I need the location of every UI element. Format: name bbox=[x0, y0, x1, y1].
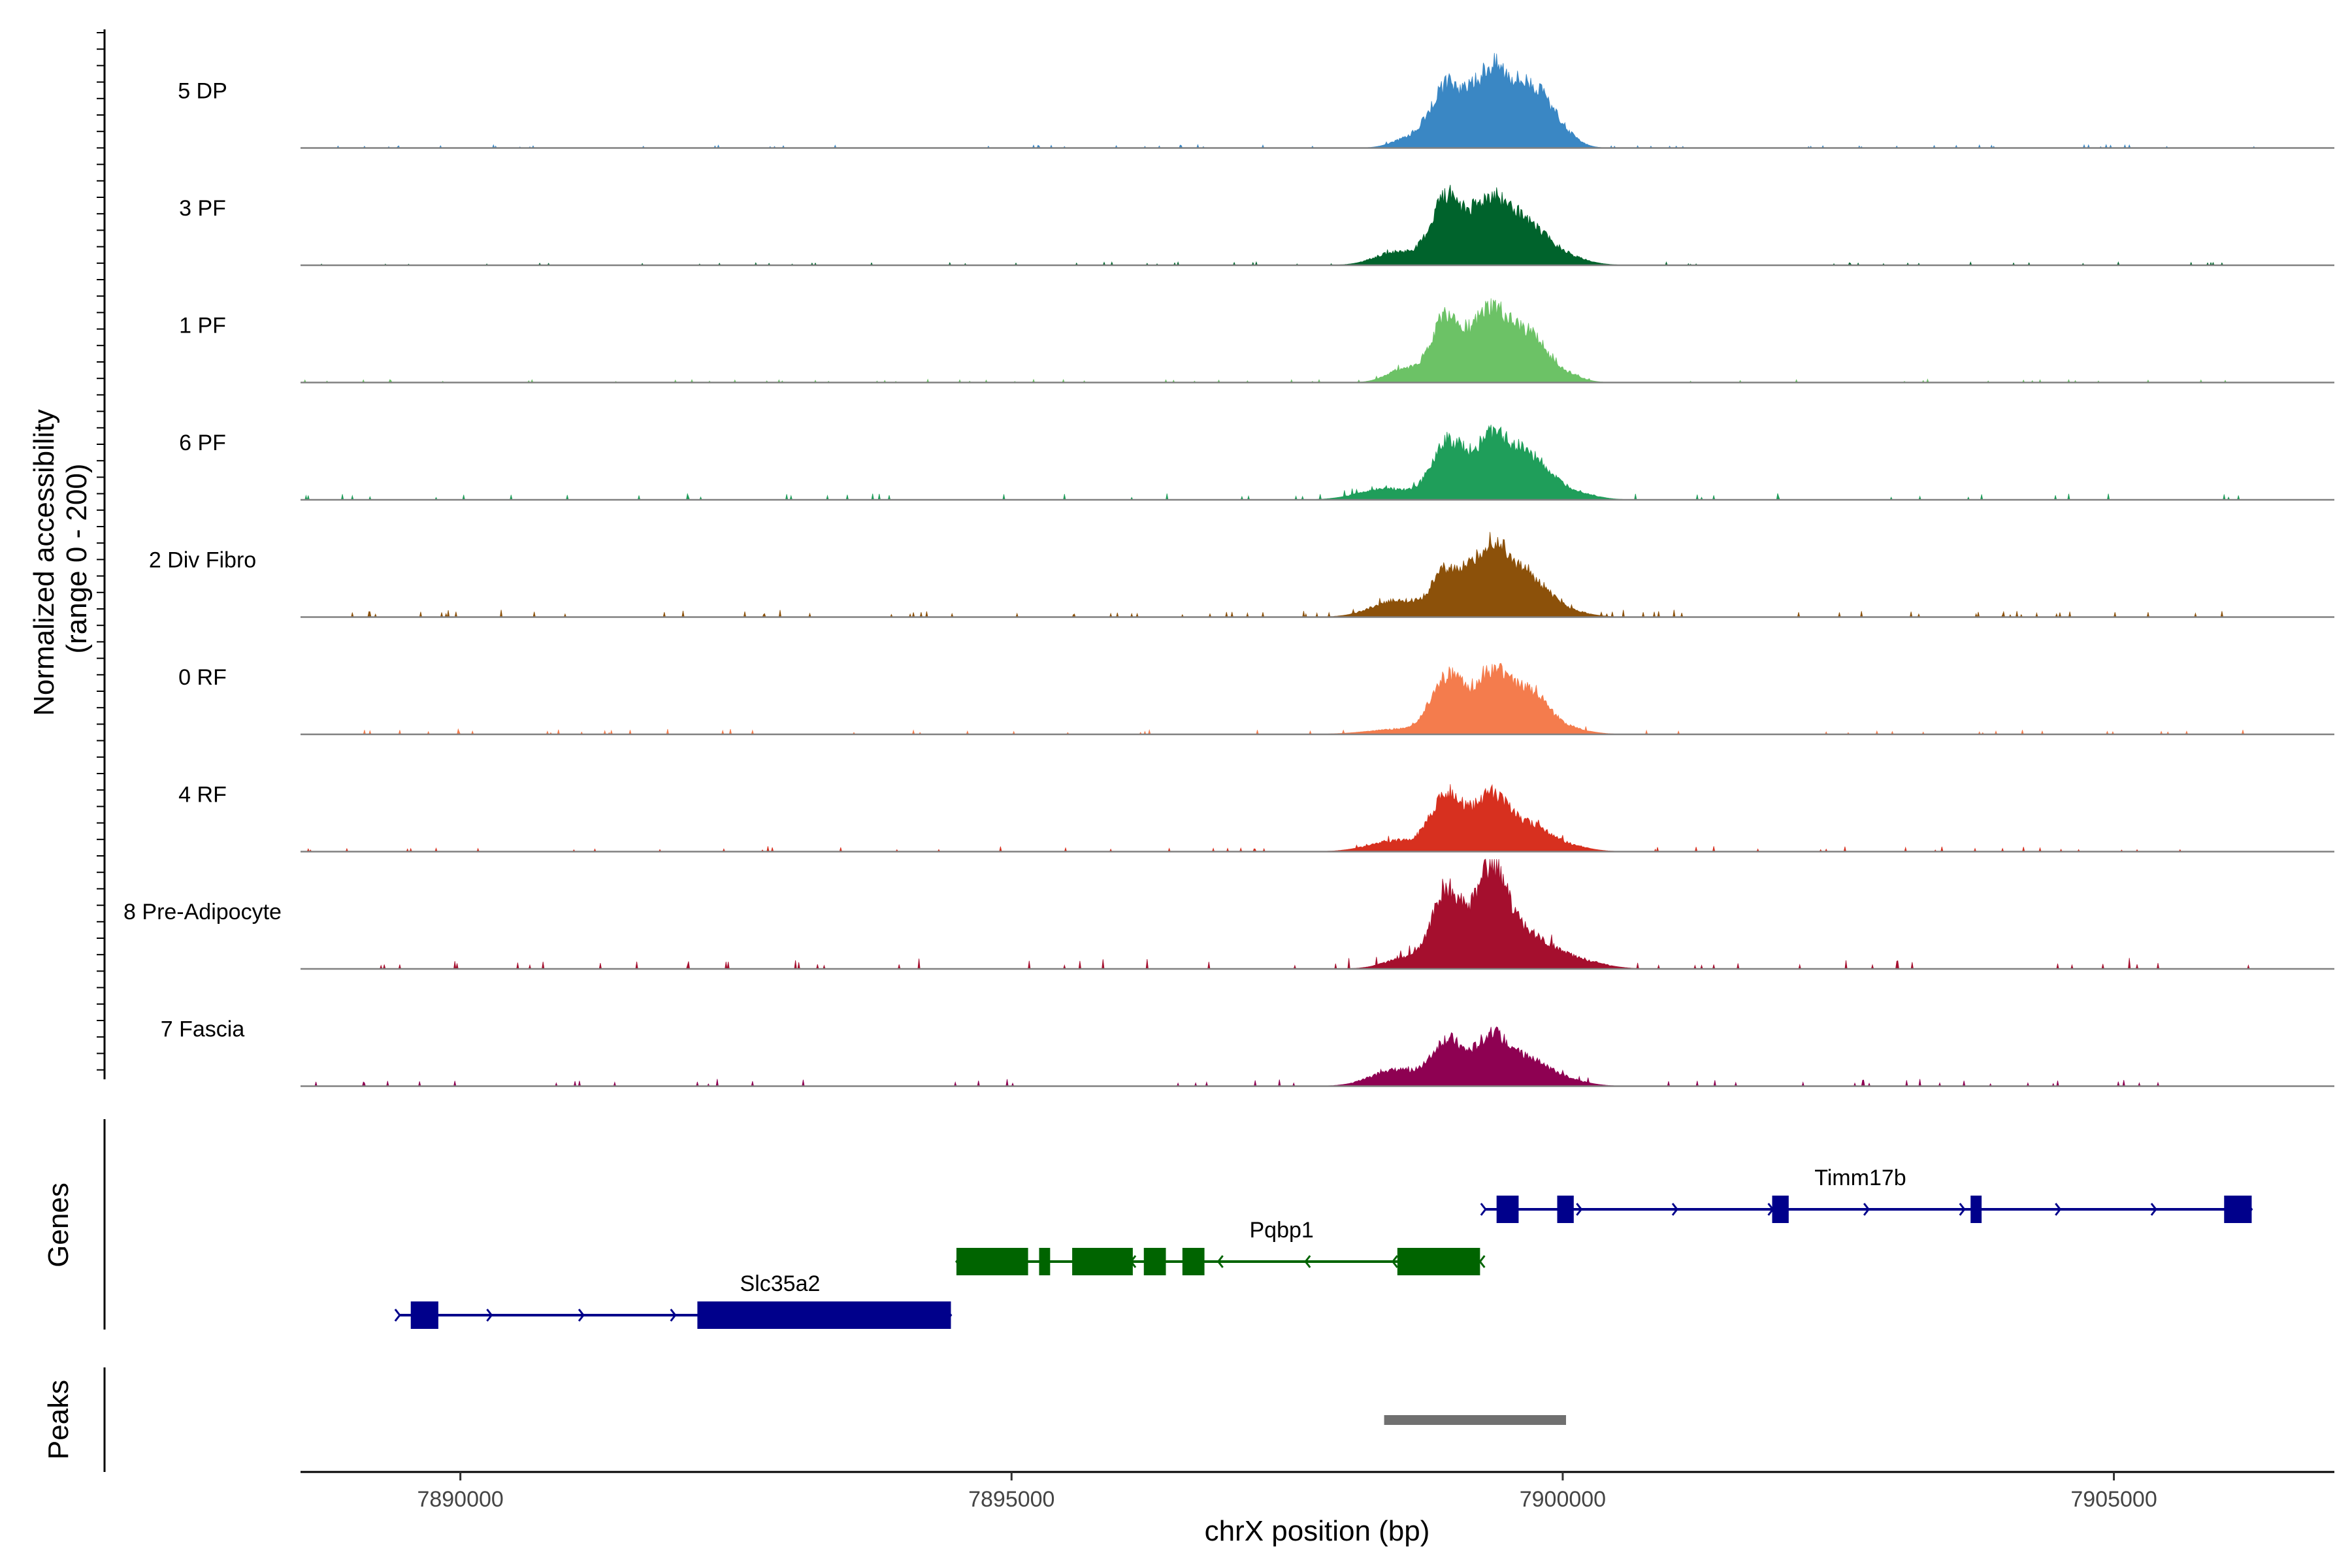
coverage-y-ticks bbox=[97, 32, 105, 1071]
strand-arrow bbox=[1959, 1203, 1966, 1216]
gene-exon bbox=[1039, 1248, 1051, 1275]
gene-exon bbox=[1182, 1248, 1205, 1275]
strand-arrow bbox=[1576, 1203, 1583, 1216]
strand-arrow bbox=[670, 1309, 677, 1322]
gene-exon bbox=[2224, 1196, 2252, 1223]
gene-exon bbox=[1072, 1248, 1133, 1275]
x-tick-label: 7900000 bbox=[1520, 1487, 1606, 1512]
coverage-y-axis-title: Normalized accessibility (range 0 - 200) bbox=[28, 401, 93, 716]
x-tick-label: 7905000 bbox=[2070, 1487, 2157, 1512]
track-1-pf: 1 PF bbox=[179, 298, 2334, 384]
strand-arrow bbox=[1304, 1255, 1311, 1268]
track-label: 4 RF bbox=[178, 783, 227, 808]
gene-annotations: Timm17b Pqbp1 Slc35a2 bbox=[394, 1166, 2253, 1329]
track-3-pf: 3 PF bbox=[179, 184, 2334, 267]
gene-exon bbox=[1970, 1196, 1982, 1223]
track-0-rf: 0 RF bbox=[178, 662, 2334, 736]
gene-pqbp1: Pqbp1 bbox=[955, 1218, 1486, 1275]
gene-exon bbox=[1496, 1196, 1519, 1223]
coverage-tracks: 5 DP 3 PF 1 PF 6 PF 2 Div Fibro 0 RF 4 RF 8 Pre… bbox=[123, 53, 2334, 1087]
gene-exon bbox=[697, 1301, 951, 1329]
track-5-dp: 5 DP bbox=[178, 53, 2334, 149]
gene-exon bbox=[1397, 1248, 1480, 1275]
track-label: 3 PF bbox=[179, 196, 226, 221]
gene-exon bbox=[1557, 1196, 1574, 1223]
track-2-div-fibro: 2 Div Fibro bbox=[149, 532, 2334, 619]
track-label: 5 DP bbox=[178, 79, 227, 104]
peak-regions bbox=[1384, 1415, 1566, 1425]
gene-exon bbox=[956, 1248, 1028, 1275]
strand-arrow bbox=[1391, 1255, 1398, 1268]
x-axis-ticks: 7890000 7895000 7900000 7905000 bbox=[417, 1472, 2157, 1512]
x-tick-label: 7890000 bbox=[417, 1487, 503, 1512]
track-7-fascia: 7 Fascia bbox=[161, 1017, 2334, 1087]
strand-arrow bbox=[2150, 1203, 2157, 1216]
peaks-panel-label: Peaks bbox=[42, 1380, 74, 1460]
track-label: 1 PF bbox=[179, 314, 226, 338]
track-label: 2 Div Fibro bbox=[149, 548, 256, 573]
strand-arrow bbox=[578, 1309, 585, 1322]
gene-label: Pqbp1 bbox=[1249, 1218, 1313, 1243]
gene-label: Timm17b bbox=[1814, 1166, 1906, 1190]
track-6-pf: 6 PF bbox=[179, 425, 2334, 501]
track-label: 7 Fascia bbox=[161, 1017, 245, 1042]
gene-label: Slc35a2 bbox=[740, 1271, 821, 1296]
x-axis-title: chrX position (bp) bbox=[1205, 1515, 1430, 1547]
gene-exon bbox=[1143, 1248, 1166, 1275]
gene-exon bbox=[410, 1301, 438, 1329]
track-8-pre-adipocyte: 8 Pre-Adipocyte bbox=[123, 858, 2334, 970]
track-label: 6 PF bbox=[179, 431, 226, 455]
gene-exon bbox=[1772, 1196, 1789, 1223]
x-tick-label: 7895000 bbox=[968, 1487, 1054, 1512]
strand-arrow bbox=[394, 1309, 401, 1322]
strand-arrow bbox=[1217, 1255, 1224, 1268]
track-label: 8 Pre-Adipocyte bbox=[123, 900, 282, 924]
strand-arrow bbox=[486, 1309, 493, 1322]
strand-arrow bbox=[1863, 1203, 1870, 1216]
track-label: 0 RF bbox=[178, 665, 227, 690]
gene-timm17b: Timm17b bbox=[1480, 1166, 2253, 1223]
strand-arrow bbox=[1671, 1203, 1678, 1216]
track-4-rf: 4 RF bbox=[178, 783, 2334, 853]
strand-arrow bbox=[1480, 1203, 1487, 1216]
genes-panel-label: Genes bbox=[42, 1183, 74, 1267]
strand-arrow bbox=[2055, 1203, 2062, 1216]
gene-slc35a2: Slc35a2 bbox=[394, 1271, 953, 1329]
peak-bar bbox=[1384, 1415, 1566, 1425]
